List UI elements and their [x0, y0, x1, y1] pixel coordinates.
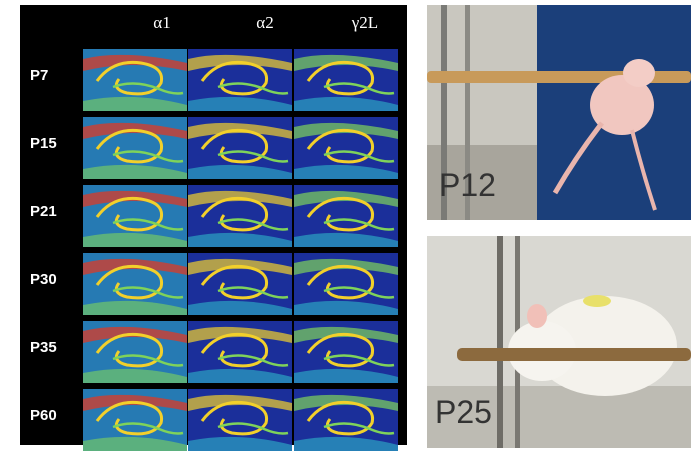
column-header-alpha2: α2 — [256, 13, 274, 32]
column-header-gamma2l: γ2L — [351, 13, 379, 32]
photo-p25-mouse-on-bar: P25 — [427, 236, 691, 448]
row-label-p15: P15 — [30, 135, 57, 152]
hippocampus-section-tile — [294, 185, 398, 247]
hippocampus-section-tile — [188, 389, 292, 451]
photo-p12-mouse-on-bar: P12 — [427, 5, 691, 220]
hippocampus-section-tile — [188, 185, 292, 247]
hippocampus-section-tile — [294, 49, 398, 111]
hippocampus-section-tile — [294, 389, 398, 451]
hippocampus-section-tile — [83, 389, 187, 451]
hippocampus-section-tile — [294, 253, 398, 315]
row-label-p35: P35 — [30, 339, 57, 356]
photo-label-p25: P25 — [435, 394, 492, 430]
row-label-p60: P60 — [30, 407, 57, 424]
hippocampus-section-tile — [83, 49, 187, 111]
hippocampus-section-tile — [188, 49, 292, 111]
photo-label-p12: P12 — [439, 167, 496, 203]
hippocampus-section-tile — [83, 253, 187, 315]
hippocampus-section-tile — [188, 117, 292, 179]
hippocampus-section-tile — [188, 321, 292, 383]
row-label-p21: P21 — [30, 203, 57, 220]
autoradiograph-grid: α1 α2 γ2L P7 P15 P21 P30 P35 P60 — [20, 5, 407, 451]
hippocampus-section-tile — [83, 321, 187, 383]
hippocampus-section-tile — [188, 253, 292, 315]
hippocampus-section-tile — [294, 117, 398, 179]
column-header-alpha1: α1 — [153, 13, 171, 32]
hippocampus-section-tile — [83, 117, 187, 179]
row-label-p7: P7 — [30, 67, 49, 84]
hippocampus-section-tile — [294, 321, 398, 383]
hippocampus-section-tile — [83, 185, 187, 247]
row-label-p30: P30 — [30, 271, 57, 288]
